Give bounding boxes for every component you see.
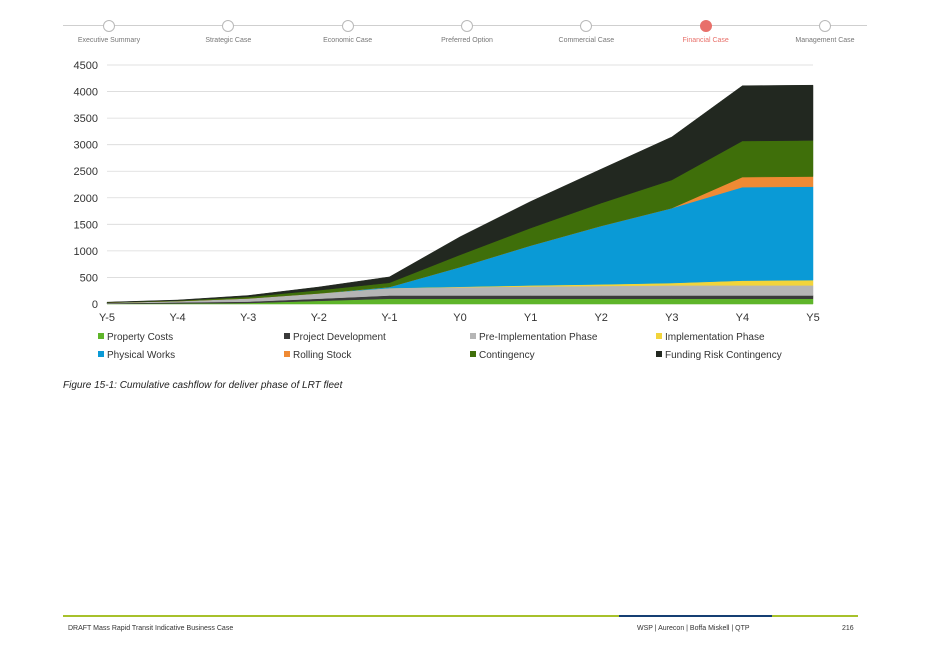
y-tick-label: 4500	[74, 60, 98, 72]
progress-step-label: Strategic Case	[205, 37, 252, 44]
footer-bar-blue	[619, 615, 772, 617]
area-series-funding-risk-contingency	[106, 84, 814, 303]
x-tick-label: Y3	[665, 312, 678, 324]
x-tick-label: Y-3	[240, 312, 256, 324]
legend-label: Implementation Phase	[665, 332, 765, 343]
legend-swatch	[98, 333, 104, 339]
progress-step-dot	[222, 20, 235, 32]
y-tick-label: 1000	[74, 246, 98, 258]
progress-step-economic-case[interactable]: Economic Case	[288, 18, 408, 44]
progress-step-label: Financial Case	[682, 37, 729, 44]
progress-step-financial-case[interactable]: Financial Case	[646, 18, 766, 44]
y-tick-label: 1500	[74, 219, 98, 231]
x-tick-label: Y-5	[99, 312, 115, 324]
x-tick-label: Y-1	[381, 312, 397, 324]
progress-step-label: Commercial Case	[558, 37, 615, 44]
y-tick-label: 500	[80, 272, 98, 284]
legend-item-funding-risk-contingency: Funding Risk Contingency	[656, 350, 782, 361]
progress-step-label: Economic Case	[323, 37, 373, 44]
legend-label: Physical Works	[107, 350, 176, 361]
y-tick-label: 2000	[74, 193, 98, 205]
cumulative-cashflow-chart: 0 500 1000 1500 2000 2500 3000 3500 4000 4500 Y-5 Y…	[74, 60, 820, 324]
footer-document-title: DRAFT Mass Rapid Transit Indicative Busi…	[68, 625, 234, 632]
x-tick-label: Y1	[524, 312, 537, 324]
progress-step-strategic-case[interactable]: Strategic Case	[168, 18, 288, 44]
legend-label: Funding Risk Contingency	[665, 350, 782, 361]
legend-swatch	[470, 351, 476, 357]
progress-step-dot	[103, 20, 115, 32]
legend-label: Rolling Stock	[293, 350, 352, 361]
legend-item-contingency: Contingency	[470, 350, 535, 361]
y-tick-label: 3500	[74, 113, 98, 125]
legend-swatch	[98, 351, 104, 357]
section-progress-tracker: Executive Summary Strategic Case Economic …	[63, 18, 867, 52]
progress-step-dot	[819, 20, 831, 32]
legend-item-implementation-phase: Implementation Phase	[656, 332, 765, 343]
progress-step-dot	[461, 20, 473, 32]
x-tick-label: Y5	[806, 312, 819, 324]
progress-step-label: Preferred Option	[441, 37, 493, 44]
y-tick-label: 2500	[74, 166, 98, 178]
footer-bar-green-left	[63, 615, 619, 617]
legend-label: Project Development	[293, 332, 386, 343]
y-tick-label: 4000	[74, 87, 98, 99]
legend-label: Pre-Implementation Phase	[479, 332, 598, 343]
progress-step-management-case[interactable]: Management Case	[765, 18, 885, 44]
x-tick-label: Y2	[594, 312, 607, 324]
progress-step-preferred-option[interactable]: Preferred Option	[407, 18, 527, 44]
x-tick-label: Y0	[453, 312, 466, 324]
progress-step-dot	[341, 20, 354, 32]
progress-step-commercial-case[interactable]: Commercial Case	[526, 18, 646, 44]
legend-item-rolling-stock: Rolling Stock	[284, 350, 351, 361]
y-tick-label: 0	[92, 299, 98, 311]
legend-item-property-costs: Property Costs	[98, 332, 173, 343]
legend-swatch	[656, 351, 662, 357]
progress-step-label: Executive Summary	[77, 37, 141, 44]
page-number: 216	[842, 625, 854, 632]
legend-label: Property Costs	[107, 332, 174, 343]
footer-bar-green-right	[772, 615, 858, 617]
legend-item-pre-implementation-phase: Pre-Implementation Phase	[470, 332, 597, 343]
legend-swatch	[656, 333, 662, 339]
legend-item-physical-works: Physical Works	[98, 350, 175, 361]
progress-step-dot	[699, 20, 712, 32]
progress-step-label: Management Case	[795, 37, 855, 44]
progress-step-dot	[580, 20, 593, 32]
legend-label: Contingency	[479, 350, 535, 361]
x-tick-label: Y4	[736, 312, 749, 324]
y-tick-label: 3000	[74, 140, 98, 152]
legend-item-project-development: Project Development	[284, 332, 386, 343]
progress-step-executive-summary[interactable]: Executive Summary	[49, 18, 169, 44]
legend-swatch	[470, 333, 476, 339]
footer-authors: WSP | Aurecon | Boffa Miskell | QTP	[637, 625, 750, 632]
figure-caption: Figure 15-1: Cumulative cashflow for del…	[63, 380, 343, 391]
x-tick-label: Y-2	[311, 312, 327, 324]
x-tick-label: Y-4	[170, 312, 186, 324]
legend-swatch	[284, 333, 290, 339]
legend-swatch	[284, 351, 290, 357]
